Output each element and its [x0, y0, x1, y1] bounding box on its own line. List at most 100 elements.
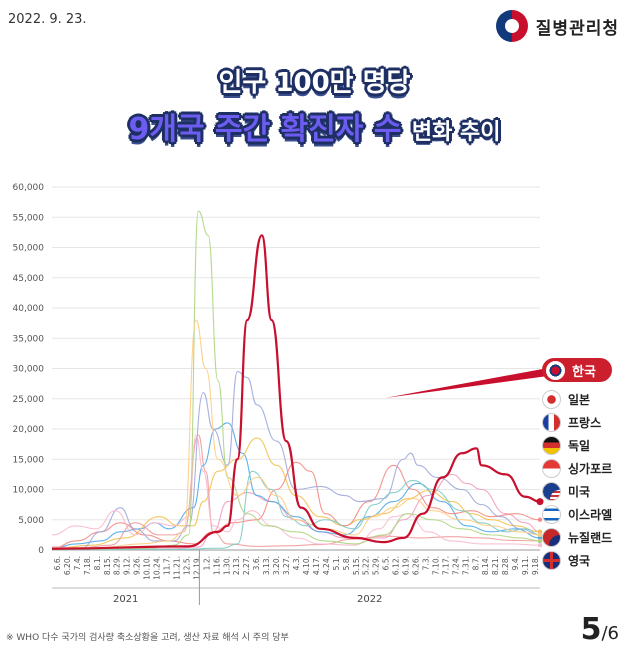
x-tick-label: 5.22. [362, 556, 371, 575]
korea-callout [385, 368, 548, 398]
x-tick-label: 11.21. [172, 556, 181, 580]
x-tick-label: 4.10. [302, 556, 311, 575]
x-tick-label: 8.7. [471, 556, 480, 570]
y-tick-label: 50,000 [13, 244, 45, 254]
legend-item-uk: 영국 [542, 549, 612, 572]
france-flag-icon [542, 413, 561, 432]
x-tick-label: 2.13. [232, 556, 241, 575]
legend-label: 프랑스 [568, 416, 602, 430]
legend-label: 뉴질랜드 [568, 531, 613, 545]
legend-label: 영국 [568, 554, 591, 568]
x-tick-label: 3.27. [282, 556, 291, 575]
x-tick-label: 3.6. [252, 556, 261, 570]
series-line-5 [51, 434, 541, 549]
x-tick-label: 11.7. [163, 556, 172, 575]
korea-flag-icon [546, 360, 565, 380]
y-tick-label: 15,000 [13, 455, 45, 465]
legend-item-new-zealand: 뉴질랜드 [542, 526, 612, 549]
y-tick-label: 20,000 [13, 425, 45, 435]
series-end-point [537, 542, 543, 548]
series-line-9 [51, 210, 541, 550]
x-tick-label: 8.1. [93, 556, 102, 570]
legend-item-france: 프랑스 [542, 411, 612, 434]
uk-flag-icon [542, 551, 561, 570]
x-tick-label: 7.3. [421, 556, 430, 570]
series-line-4 [51, 461, 541, 549]
y-tick-label: 30,000 [13, 365, 45, 375]
x-tick-label: 6.12. [392, 556, 401, 575]
x-tick-label: 12.19. [192, 556, 201, 580]
x-tick-label: 7.18. [83, 556, 92, 575]
x-tick-label: 2.27. [242, 556, 251, 575]
x-tick-label: 9.4. [511, 556, 520, 570]
legend-item-japan: 일본 [542, 388, 612, 411]
japan-flag-icon [542, 390, 561, 409]
legend-item-usa: 미국 [542, 480, 612, 503]
series-end-point [537, 532, 543, 538]
legend-label: 이스라엘 [568, 508, 613, 522]
legend-item-singapore: 싱가포르 [542, 457, 612, 480]
germany-flag-icon [542, 436, 561, 455]
x-tick-label: 6.19. [402, 556, 411, 575]
series-line-2 [51, 422, 541, 549]
title-line2-sub: 변화 추이 [411, 120, 501, 145]
x-tick-label: 7.31. [461, 556, 470, 575]
x-tick-label: 5.8. [342, 556, 351, 570]
x-tick-label: 4.3. [292, 556, 301, 570]
year-label-2021: 2021 [113, 594, 138, 605]
page-total: /6 [601, 623, 619, 644]
government-emblem-icon [495, 10, 528, 42]
legend-item-germany: 독일 [542, 434, 612, 457]
new-zealand-flag-icon [542, 528, 561, 547]
x-tick-label: 10.24. [153, 556, 162, 580]
page-current: 5 [580, 612, 602, 647]
chart-legend: 한국 일본 프랑스 독일 싱가포르 미국 이스라엘 뉴질랜드 영국 [542, 358, 613, 572]
x-tick-label: 6.20. [63, 556, 72, 575]
singapore-flag-icon [542, 459, 561, 478]
x-tick-label: 8.14. [481, 556, 490, 575]
page-indicator: 5/6 [581, 612, 619, 647]
y-tick-label: 60,000 [13, 183, 45, 193]
x-tick-label: 1.16. [212, 556, 221, 575]
series-line-korea [51, 234, 541, 550]
series-end-point [536, 498, 544, 506]
x-tick-label: 8.29. [113, 556, 122, 575]
agency-logo: 질병관리청 [495, 10, 619, 42]
year-label-2022: 2022 [357, 594, 382, 605]
x-tick-label: 1.2. [202, 556, 211, 570]
y-tick-label: 35,000 [13, 334, 45, 344]
y-tick-label: 40,000 [13, 304, 45, 314]
x-tick-label: 3.13. [262, 556, 271, 575]
x-tick-label: 5.1. [332, 556, 341, 570]
legend-item-korea: 한국 [542, 358, 613, 382]
legend-item-israel: 이스라엘 [542, 503, 612, 526]
x-tick-label: 5.29. [372, 556, 381, 575]
y-tick-label: 5,000 [18, 516, 44, 526]
israel-flag-icon [542, 505, 561, 524]
series-end-point [537, 535, 543, 541]
series-end-point [537, 538, 543, 544]
series-end-point [537, 517, 543, 522]
x-tick-label: 10.10. [143, 556, 152, 580]
usa-flag-icon [542, 482, 561, 501]
x-tick-label: 8.21. [491, 556, 500, 575]
legend-label: 미국 [568, 485, 591, 499]
x-tick-label: 3.20. [272, 556, 281, 575]
x-tick-label: 4.17. [312, 556, 321, 575]
legend-label: 싱가포르 [568, 462, 613, 476]
x-tick-label: 9.11. [521, 556, 530, 575]
agency-name: 질병관리청 [535, 18, 619, 39]
report-date: 2022. 9. 23. [8, 12, 87, 27]
legend-label: 독일 [568, 439, 591, 453]
legend-label: 일본 [568, 393, 591, 407]
x-tick-label: 9.12. [123, 556, 132, 575]
legend-label: 한국 [572, 364, 596, 380]
x-tick-label: 5.15. [352, 556, 361, 575]
x-tick-label: 9.26. [133, 556, 142, 575]
y-tick-label: 10,000 [13, 486, 45, 496]
title-line2-main: 9개국 주간 확진자 수 [128, 112, 402, 147]
footnote: ※ WHO 다수 국가의 검사량 축소상황을 고려, 생산 자료 해석 시 주의… [6, 633, 289, 643]
x-tick-label: 6.6. [53, 556, 62, 570]
title-line2: 9개국 주간 확진자 수 변화 추이 [0, 104, 629, 148]
series-line-10 [51, 319, 541, 550]
